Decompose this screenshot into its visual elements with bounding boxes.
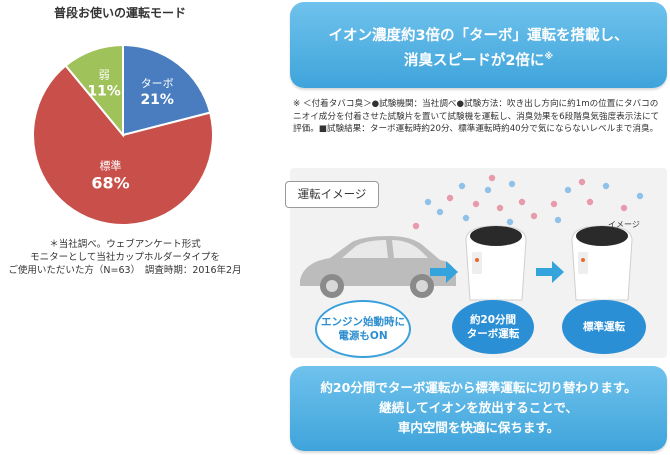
ion-particle [484,186,492,194]
ion-particle [458,182,466,190]
ion-particle [436,208,444,216]
pie-slice [122,43,212,137]
ion-particle [462,214,470,222]
ion-particle [488,174,496,182]
ion-particle [564,186,572,194]
air-purifier-icon [465,225,527,301]
headline-line: 消臭スピードが2倍に [403,52,545,69]
slice-value-label: 68% [91,174,129,193]
arrow-right-icon [536,261,564,283]
step-line: 約20分間 [469,314,517,326]
summary-line: 継続してイオンを放出することで、 [379,400,578,415]
chart-note-line: ＊当社調べ。ウェブアンケート形式 [49,239,201,250]
slice-value-label: 21% [140,92,174,108]
ion-particle [530,212,538,220]
air-purifier-icon [571,225,633,301]
ion-particle [412,222,420,230]
test-footnote: ※ ＜付着タバコ臭＞●試験機関：当社調べ●試験方法：吹き出し方向に約1mの位置に… [293,99,660,135]
ion-particle [636,192,644,200]
ion-particle [554,216,562,224]
step-standard: 標準運転 [562,300,646,354]
ion-particle [578,178,586,186]
step-line: ターボ運転 [466,328,520,340]
headline-line: イオン濃度約3倍の「ターボ」運転を搭載し、 [328,28,629,44]
ion-particle [506,218,514,226]
ion-particle [586,198,594,206]
step-line: エンジン始動時に [321,316,405,328]
summary-line: 車内空間を快適に保ちます。 [397,420,560,435]
step-line: 電源もON [338,330,388,342]
slice-label: ターボ [141,77,174,90]
summary-line: 約20分間でターボ運転から標準運転に切り替わります。 [320,380,637,395]
chart-note-line: ご使用いただいた方（N=63） 調査時期：2016年2月 [8,265,242,276]
step-line: 標準運転 [583,321,625,333]
headline-banner: イオン濃度約3倍の「ターボ」運転を搭載し、 消臭スピードが2倍に※ [290,2,667,88]
pie-slice [64,43,124,138]
ion-particle [424,198,432,206]
ion-particle [602,182,610,190]
ion-particle [508,180,516,188]
step-engine-start: エンジン始動時に 電源もON [315,300,411,358]
slice-label: 標準 [99,159,121,173]
chart-footnote: ＊当社調べ。ウェブアンケート形式 モニターとして当社カップホルダータイプを ご使… [0,238,250,277]
slice-value-label: 11% [87,83,121,99]
ion-particle [620,204,628,212]
car-icon [300,236,456,298]
ion-particle [472,200,480,208]
ion-particle [446,194,454,202]
operation-image-tag: 運転イメージ [285,181,379,208]
summary-banner: 約20分間でターボ運転から標準運転に切り替わります。 継続してイオンを放出するこ… [290,366,667,451]
ion-particle [496,204,504,212]
step-turbo: 約20分間ターボ運転 [452,300,534,354]
footnote-mark: ※ [544,52,554,62]
pie-slice [32,64,214,226]
arrow-right-icon [430,261,458,283]
operation-illustration [300,174,644,301]
ion-particles [412,174,644,230]
chart-title: 普段お使いの運転モード [53,6,186,20]
chart-note-line: モニターとして当社カップホルダータイプを [30,252,220,263]
slice-label: 弱 [99,68,110,81]
ion-particle [550,200,558,208]
image-caption: イメージ [608,220,640,229]
ion-particle [518,198,526,206]
